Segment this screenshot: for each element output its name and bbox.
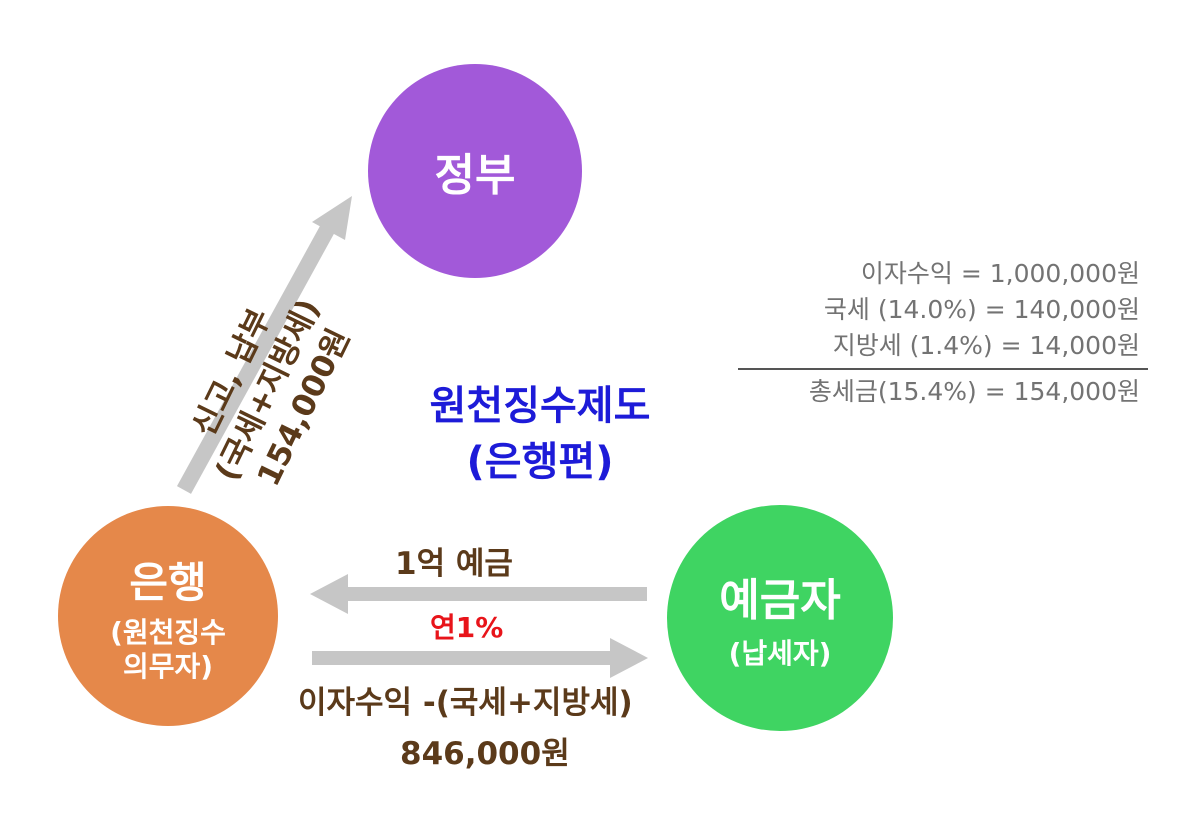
calc-row-local-tax: 지방세 (1.4%) = 14,000원 (832, 331, 1140, 360)
interest-label: 이자수익 -(국세+지방세) (298, 685, 633, 721)
arrow-bank-to-government (176, 196, 352, 494)
calc-divider (738, 368, 1148, 370)
calc-row-interest: 이자수익 = 1,000,000원 (860, 259, 1140, 288)
arrow-depositor-to-bank (310, 574, 647, 614)
bank-node: 은행 (원천징수 의무자) (58, 506, 278, 726)
net-amount-label: 846,000원 (400, 736, 570, 772)
title-line2: (은행편) (466, 439, 614, 485)
rate-label: 연1% (430, 611, 504, 644)
tax-calculation: 이자수익 = 1,000,000원 국세 (14.0%) = 140,000원 … (738, 256, 1148, 412)
government-node: 정부 (368, 64, 582, 278)
bank-sub-line2: 의무자) (122, 649, 214, 683)
bank-sub-line1: (원천징수 (110, 615, 226, 649)
deposit-label: 1억 예금 (395, 546, 513, 582)
title-line1: 원천징수제도 (429, 383, 651, 429)
calc-row-national-tax: 국세 (14.0%) = 140,000원 (823, 295, 1140, 324)
diagram-title: 원천징수제도 (은행편) (395, 378, 685, 490)
depositor-label: 예금자 (719, 575, 841, 626)
government-label: 정부 (434, 150, 516, 201)
calc-total: 총세금(15.4%) = 154,000원 (808, 377, 1140, 406)
depositor-node: 예금자 (납세자) (667, 505, 893, 731)
arrow-bank-to-depositor (312, 638, 648, 678)
bank-label: 은행 (129, 557, 207, 607)
depositor-sub: (납세자) (728, 637, 832, 670)
